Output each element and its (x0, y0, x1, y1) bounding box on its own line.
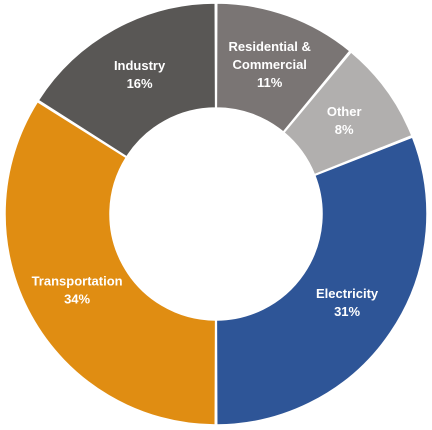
donut-slice-3 (4, 100, 217, 426)
donut-slice-0 (215, 2, 351, 134)
donut-slice-2 (215, 136, 428, 426)
slice-label-0: Residential & Commercial 11% (229, 39, 311, 90)
slice-label-1: Other 8% (327, 104, 362, 137)
donut-slice-4 (37, 2, 217, 158)
slice-label-4: Industry 16% (114, 58, 166, 91)
slice-label-3: Transportation 34% (32, 273, 123, 306)
donut-slice-1 (282, 50, 413, 176)
slice-label-2: Electricity 31% (316, 286, 379, 319)
